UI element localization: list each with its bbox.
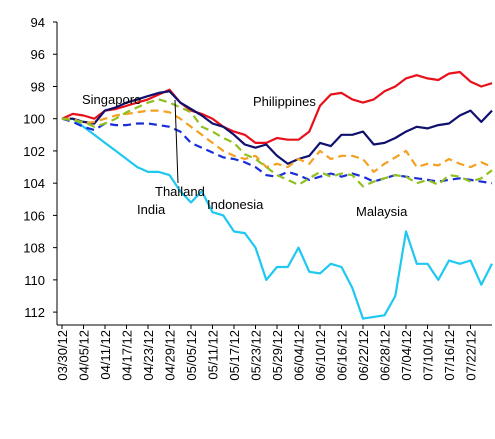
y-tick-label: 112 bbox=[24, 305, 45, 320]
x-tick-label: 06/10/12 bbox=[313, 330, 328, 381]
x-tick-label: 04/29/12 bbox=[163, 330, 178, 381]
x-tick-label: 05/11/12 bbox=[206, 330, 221, 380]
y-tick-label: 94 bbox=[31, 15, 45, 30]
x-tick-label: 07/22/12 bbox=[464, 330, 479, 381]
x-tick-label: 07/10/12 bbox=[421, 330, 436, 381]
x-tick-label: 06/04/12 bbox=[292, 330, 307, 381]
x-tick-label: 05/23/12 bbox=[249, 330, 264, 381]
series-label: Singapore bbox=[82, 92, 141, 107]
y-tick-label: 102 bbox=[23, 144, 45, 159]
series-line bbox=[61, 98, 493, 188]
series-label: Indonesia bbox=[207, 197, 264, 212]
x-tick-label: 07/16/12 bbox=[442, 330, 457, 381]
y-tick-label: 108 bbox=[23, 241, 45, 256]
series-label: Philippines bbox=[253, 94, 316, 109]
x-tick-label: 04/05/12 bbox=[77, 330, 92, 381]
y-tick-label: 110 bbox=[24, 273, 45, 288]
series-label: India bbox=[137, 202, 166, 217]
x-tick-label: 04/11/12 bbox=[98, 330, 113, 380]
series-line bbox=[62, 90, 493, 165]
x-tick-label: 05/05/12 bbox=[184, 330, 199, 381]
x-tick-label: 06/28/12 bbox=[378, 330, 393, 381]
y-tick-label: 100 bbox=[23, 112, 45, 127]
y-tick-label: 98 bbox=[31, 79, 45, 94]
x-tick-label: 07/04/12 bbox=[399, 330, 414, 381]
series-label: Thailand bbox=[155, 184, 205, 199]
series-line bbox=[62, 117, 493, 320]
series-line bbox=[61, 70, 493, 144]
x-tick-label: 06/16/12 bbox=[335, 330, 350, 381]
x-tick-label: 04/17/12 bbox=[120, 330, 135, 381]
y-tick-label: 106 bbox=[23, 208, 45, 223]
series-line bbox=[61, 117, 493, 185]
x-tick-label: 04/23/12 bbox=[141, 330, 156, 381]
y-tick-label: 104 bbox=[23, 176, 45, 191]
x-tick-label: 05/17/12 bbox=[227, 330, 242, 381]
y-tick-label: 96 bbox=[31, 47, 45, 62]
x-tick-label: 03/30/12 bbox=[55, 330, 70, 381]
series-line bbox=[62, 109, 493, 173]
x-tick-label: 06/22/12 bbox=[356, 330, 371, 381]
series-label: Malaysia bbox=[356, 204, 408, 219]
thailand-pointer bbox=[174, 99, 179, 184]
x-tick-label: 05/29/12 bbox=[270, 330, 285, 381]
